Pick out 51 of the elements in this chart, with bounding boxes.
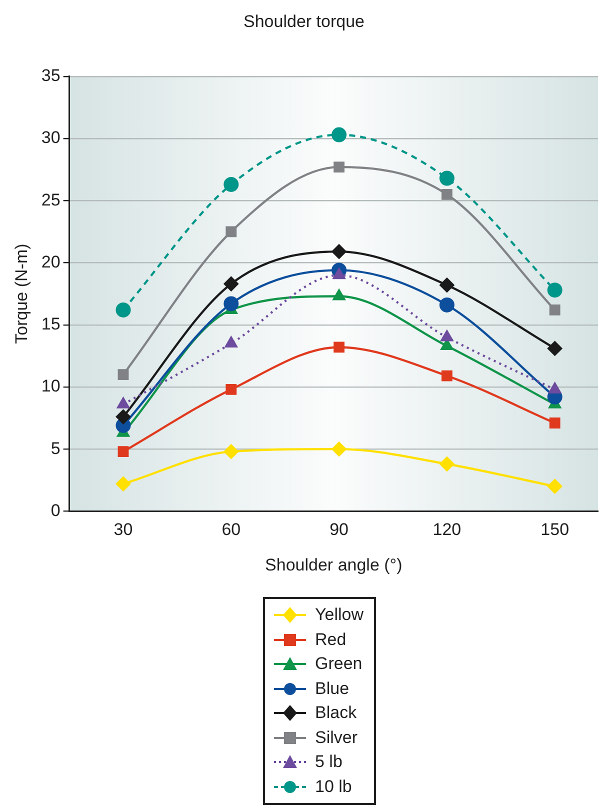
point xyxy=(549,418,560,428)
x-tick-label: 90 xyxy=(330,520,349,540)
x-tick-label: 150 xyxy=(540,520,570,540)
point xyxy=(547,478,562,494)
point xyxy=(224,444,239,460)
point xyxy=(118,446,129,458)
point xyxy=(116,476,131,492)
point xyxy=(549,304,560,316)
y-tick-label: 25 xyxy=(41,190,60,210)
legend-label: Yellow xyxy=(315,605,364,626)
x-tick-label: 30 xyxy=(114,520,133,540)
point xyxy=(332,442,347,457)
point xyxy=(439,170,454,186)
legend-label: Silver xyxy=(315,728,358,748)
x-tick-label: 60 xyxy=(222,520,241,540)
legend-label: Red xyxy=(315,630,346,650)
point xyxy=(116,409,131,424)
point xyxy=(224,296,239,312)
point xyxy=(332,127,347,142)
x-tick-label: 120 xyxy=(432,520,462,540)
legend-label: 10 lb xyxy=(315,776,352,797)
y-tick-label: 35 xyxy=(41,66,60,86)
point xyxy=(332,244,347,260)
legend-label: 5 lb xyxy=(315,752,342,772)
point xyxy=(116,302,131,318)
point xyxy=(118,369,129,380)
point xyxy=(439,297,454,312)
point xyxy=(441,370,452,382)
legend-label: Green xyxy=(315,654,362,674)
y-tick-label: 10 xyxy=(41,376,60,396)
y-tick-label: 20 xyxy=(41,252,60,272)
y-tick-label: 30 xyxy=(41,128,60,148)
point xyxy=(547,282,562,298)
point xyxy=(224,276,239,292)
point xyxy=(334,342,344,353)
y-tick-label: 5 xyxy=(50,438,60,458)
point xyxy=(224,176,239,192)
chart-title: Shoulder torque xyxy=(244,12,364,31)
point xyxy=(226,226,237,238)
y-axis-title: Torque (N-m) xyxy=(12,244,31,344)
legend-label: Black xyxy=(315,703,357,724)
x-axis-title: Shoulder angle (°) xyxy=(265,555,402,574)
y-tick-label: 15 xyxy=(41,314,60,334)
point xyxy=(334,162,344,173)
point xyxy=(441,188,452,200)
point xyxy=(439,456,454,472)
y-tick-label: 0 xyxy=(50,500,60,520)
point xyxy=(547,340,562,356)
point xyxy=(439,278,454,293)
point xyxy=(226,384,237,395)
legend-label: Blue xyxy=(315,678,350,699)
